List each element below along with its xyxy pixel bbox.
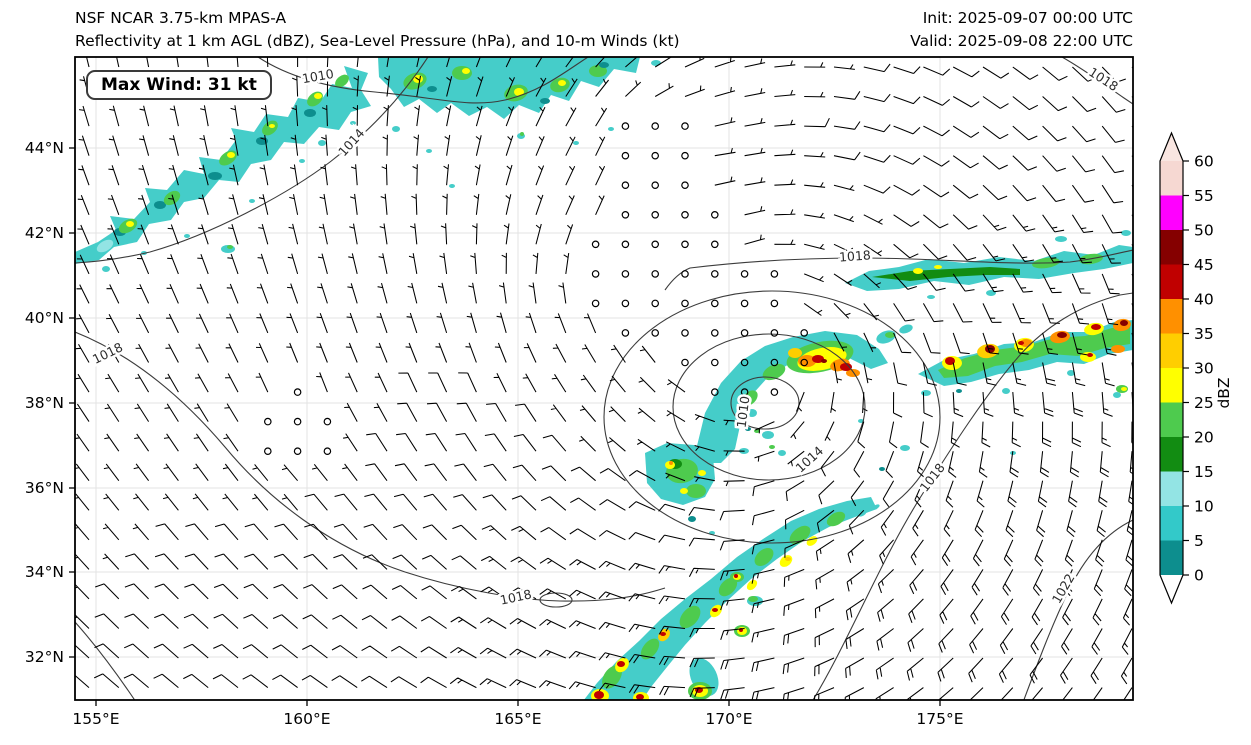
- svg-text:1014: 1014: [335, 125, 367, 159]
- pressure-contours: [75, 57, 1133, 700]
- init-time: Init: 2025-09-07 00:00 UTC: [922, 9, 1133, 27]
- svg-text:1018: 1018: [917, 460, 948, 494]
- svg-text:170°E: 170°E: [705, 710, 752, 728]
- svg-text:40°N: 40°N: [25, 309, 64, 327]
- header-right: Init: 2025-09-07 00:00 UTC Valid: 2025-0…: [910, 7, 1133, 53]
- svg-text:165°E: 165°E: [494, 710, 541, 728]
- wind-barbs: [75, 57, 1133, 700]
- page-subtitle: Reflectivity at 1 km AGL (dBZ), Sea-Leve…: [75, 32, 680, 50]
- svg-text:32°N: 32°N: [25, 648, 64, 666]
- svg-text:1010: 1010: [734, 395, 753, 428]
- calm-wind-circles: [263, 122, 808, 455]
- svg-text:1022: 1022: [1049, 571, 1078, 606]
- colorbar-axis-label: dBZ: [1215, 377, 1233, 409]
- svg-text:155°E: 155°E: [72, 710, 119, 728]
- svg-text:10: 10: [1194, 498, 1214, 516]
- svg-text:5: 5: [1194, 532, 1204, 550]
- header-left: NSF NCAR 3.75-km MPAS-A Reflectivity at …: [75, 7, 680, 53]
- svg-text:38°N: 38°N: [25, 394, 64, 412]
- wind-barbs-layer: [75, 57, 1133, 700]
- svg-text:36°N: 36°N: [25, 479, 64, 497]
- svg-text:45: 45: [1194, 256, 1214, 274]
- svg-text:160°E: 160°E: [283, 710, 330, 728]
- plot-frame: [74, 56, 1134, 701]
- svg-text:15: 15: [1194, 463, 1214, 481]
- y-axis: 44°N 42°N 40°N 38°N 36°N 34°N 32°N: [25, 139, 75, 666]
- svg-text:35: 35: [1194, 325, 1214, 343]
- svg-text:42°N: 42°N: [25, 224, 64, 242]
- svg-text:1014: 1014: [792, 443, 826, 475]
- page-title: NSF NCAR 3.75-km MPAS-A: [75, 9, 287, 27]
- svg-text:20: 20: [1194, 429, 1214, 447]
- max-wind-badge: Max Wind: 31 kt: [86, 70, 272, 100]
- svg-text:50: 50: [1194, 222, 1214, 240]
- reflectivity-layer: [75, 57, 1133, 700]
- svg-text:25: 25: [1194, 394, 1214, 412]
- svg-text:44°N: 44°N: [25, 139, 64, 157]
- svg-text:40: 40: [1194, 291, 1214, 309]
- svg-text:34°N: 34°N: [25, 563, 64, 581]
- svg-text:60: 60: [1194, 153, 1214, 171]
- svg-text:30: 30: [1194, 360, 1214, 378]
- svg-text:175°E: 175°E: [916, 710, 963, 728]
- svg-text:0: 0: [1194, 567, 1204, 585]
- svg-text:1010: 1010: [301, 66, 335, 86]
- svg-text:55: 55: [1194, 187, 1214, 205]
- x-axis: 155°E 160°E 165°E 170°E 175°E: [72, 700, 964, 728]
- svg-text:1018: 1018: [499, 586, 533, 607]
- svg-text:1018: 1018: [839, 247, 872, 264]
- valid-time: Valid: 2025-09-08 22:00 UTC: [910, 32, 1133, 50]
- svg-text:1018: 1018: [90, 339, 125, 366]
- colorbar: 0 5 10 15 20 25 30 35 40 45 50 55 60: [1159, 131, 1214, 605]
